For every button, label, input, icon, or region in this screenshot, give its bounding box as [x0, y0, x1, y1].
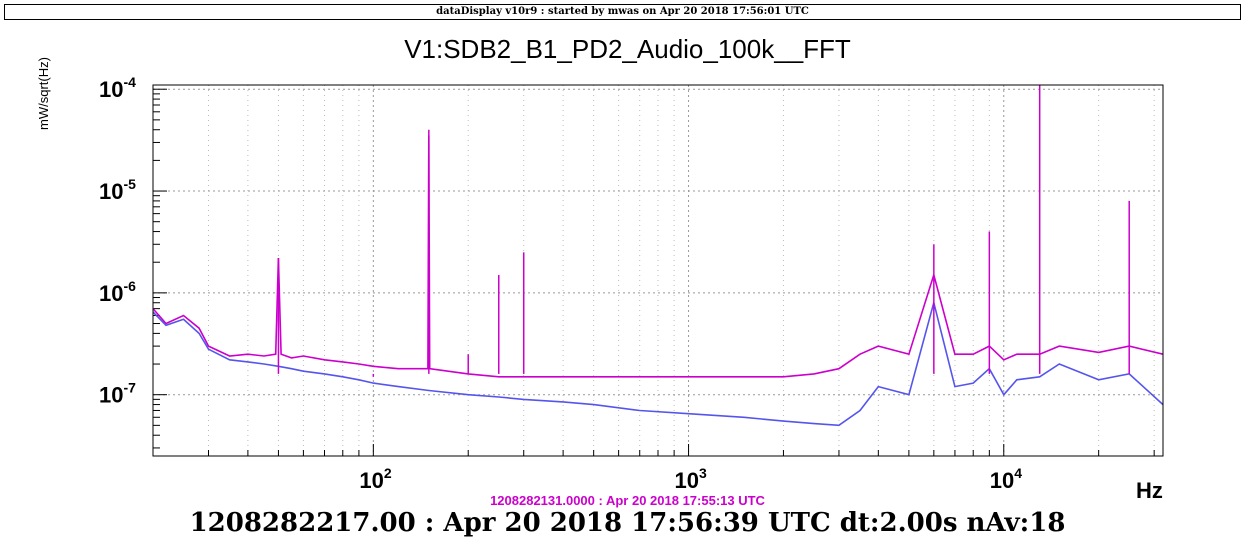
- window-banner: dataDisplay v10r9 : started by mwas on A…: [4, 4, 1241, 20]
- chart-title: V1:SDB2_B1_PD2_Audio_100k__FFT: [404, 34, 851, 64]
- series-line-reference: [152, 135, 1164, 378]
- y-tick-label: 10-4: [99, 74, 136, 102]
- series-line-current: [152, 299, 1164, 427]
- x-axis-label: Hz: [1136, 478, 1163, 503]
- reference-time: 1208282131.0000 : Apr 20 2018 17:55:13 U…: [490, 493, 765, 508]
- x-tick-label: 104: [990, 465, 1022, 493]
- x-tick-label: 103: [675, 465, 707, 493]
- y-tick-label: 10-5: [99, 176, 136, 204]
- y-tick-label: 10-7: [99, 380, 136, 408]
- footer-timestamp: 1208282217.00 : Apr 20 2018 17:56:39 UTC…: [189, 508, 1066, 538]
- plot-frame: [152, 84, 1164, 457]
- x-tick-label: 102: [359, 465, 391, 493]
- y-tick-label: 10-6: [99, 278, 136, 306]
